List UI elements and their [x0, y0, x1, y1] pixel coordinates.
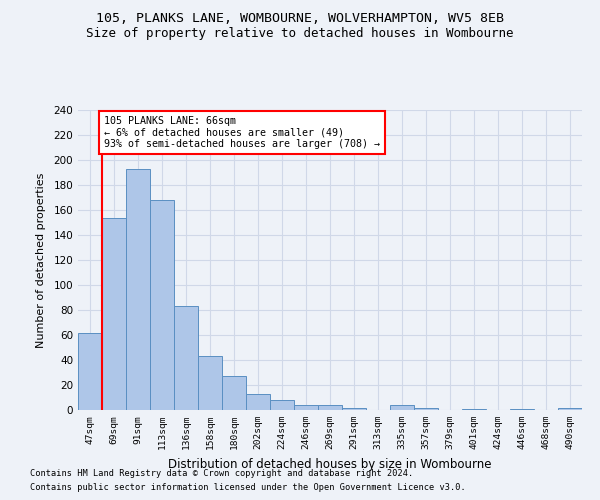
Text: Size of property relative to detached houses in Wombourne: Size of property relative to detached ho… — [86, 28, 514, 40]
Bar — [126, 169, 150, 410]
Text: 105 PLANKS LANE: 66sqm
← 6% of detached houses are smaller (49)
93% of semi-deta: 105 PLANKS LANE: 66sqm ← 6% of detached … — [104, 116, 380, 150]
Bar — [150, 200, 174, 410]
Bar — [78, 332, 102, 410]
Bar — [270, 400, 294, 410]
Y-axis label: Number of detached properties: Number of detached properties — [37, 172, 46, 348]
Bar — [342, 408, 366, 410]
Bar — [246, 394, 270, 410]
Bar — [174, 306, 198, 410]
Bar — [294, 405, 318, 410]
Bar — [414, 408, 438, 410]
Bar — [462, 409, 486, 410]
Bar — [222, 376, 246, 410]
Bar — [558, 408, 582, 410]
X-axis label: Distribution of detached houses by size in Wombourne: Distribution of detached houses by size … — [168, 458, 492, 470]
Bar — [510, 409, 534, 410]
Text: 105, PLANKS LANE, WOMBOURNE, WOLVERHAMPTON, WV5 8EB: 105, PLANKS LANE, WOMBOURNE, WOLVERHAMPT… — [96, 12, 504, 26]
Bar — [198, 356, 222, 410]
Text: Contains HM Land Registry data © Crown copyright and database right 2024.: Contains HM Land Registry data © Crown c… — [30, 468, 413, 477]
Bar — [318, 405, 342, 410]
Text: Contains public sector information licensed under the Open Government Licence v3: Contains public sector information licen… — [30, 484, 466, 492]
Bar — [390, 405, 414, 410]
Bar — [102, 218, 126, 410]
